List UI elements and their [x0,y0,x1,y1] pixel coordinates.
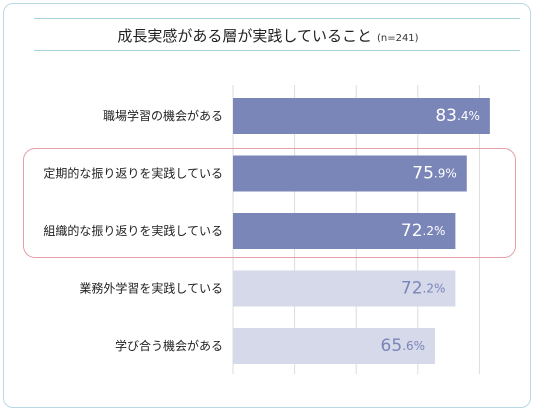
value-label: 75.9% [412,164,457,184]
sample-size: (n=241) [376,33,419,44]
bar [233,328,436,364]
bar [233,98,490,134]
bar [233,270,456,307]
chart-frame [3,3,531,408]
category-label: 定期的な振り返りを実践している [43,166,223,181]
value-label: 65.6% [381,336,426,356]
category-label: 職場学習の機会がある [103,108,223,123]
chart-title: 成長実感がある層が実践していること (n=241) [0,25,536,46]
category-label: 学び合う機会がある [115,338,223,353]
category-label: 業務外学習を実践している [79,281,223,296]
category-label: 組織的な振り返りを実践している [43,223,223,238]
value-label: 83.4% [435,106,480,126]
value-label: 72.2% [401,279,446,299]
value-label: 72.2% [401,221,446,241]
chart-title-text: 成長実感がある層が実践していること [117,27,372,45]
title-rule-bottom [34,50,520,51]
bar [233,213,456,249]
bar [233,155,467,192]
title-rule-top [34,18,520,19]
highlight-box [23,148,516,258]
